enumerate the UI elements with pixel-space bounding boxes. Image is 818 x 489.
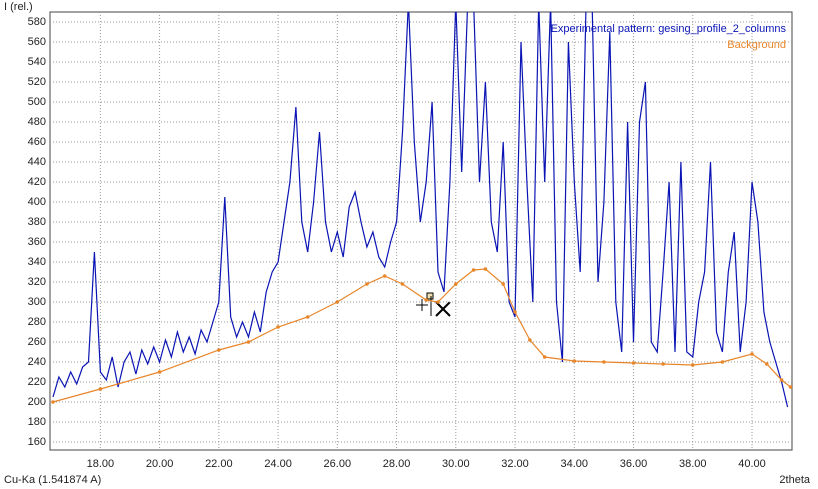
y-tick-label: 420 (28, 176, 46, 188)
x-tick-label: 28.00 (383, 458, 411, 470)
x-axis-label: 2theta (779, 474, 810, 486)
background-point (501, 282, 505, 286)
y-tick-label: 500 (28, 96, 46, 108)
background-point (750, 352, 754, 356)
y-tick-label: 580 (28, 16, 46, 28)
background-point (471, 268, 476, 272)
background-point (51, 400, 55, 404)
background-point (454, 282, 458, 286)
legend-entry: Experimental pattern: gesing_profile_2_c… (551, 23, 787, 35)
background-point (483, 267, 488, 271)
background-point (246, 340, 251, 344)
background-point (98, 387, 103, 391)
x-tick-label: 22.00 (205, 458, 233, 470)
plot-area (51, 12, 792, 408)
x-tick-label: 20.00 (146, 458, 174, 470)
x-tick-label: 26.00 (324, 458, 352, 470)
y-tick-label: 540 (28, 56, 46, 68)
plot-frame (49, 11, 793, 451)
background-point (661, 362, 665, 366)
background-point (157, 370, 162, 374)
series-line (52, 12, 789, 408)
background-point (365, 282, 369, 286)
y-tick-label: 280 (28, 316, 46, 328)
background-point (779, 378, 784, 382)
y-tick-label: 240 (28, 356, 46, 368)
x-tick-label: 30.00 (442, 458, 470, 470)
y-tick-label: 320 (28, 276, 46, 288)
background-point (382, 274, 387, 278)
background-point (217, 348, 221, 352)
cursor (416, 292, 451, 317)
y-tick-label: 160 (28, 436, 46, 448)
x-tick-label: 34.00 (561, 458, 589, 470)
background-point (400, 282, 405, 286)
y-tick-label: 520 (28, 76, 46, 88)
y-axis-label: I (rel.) (4, 1, 33, 13)
background-point (631, 361, 636, 365)
y-tick-label: 460 (28, 136, 46, 148)
background-point (436, 300, 440, 304)
x-tick-label: 38.00 (679, 458, 707, 470)
y-tick-label: 400 (28, 196, 46, 208)
y-tick-label: 560 (28, 36, 46, 48)
y-tick-label: 180 (28, 416, 46, 428)
background-point (276, 325, 280, 329)
y-tick-label: 260 (28, 336, 46, 348)
x-tick-label: 24.00 (264, 458, 292, 470)
y-tick-label: 220 (28, 376, 46, 388)
x-tick-label: 32.00 (501, 458, 529, 470)
background-point (765, 362, 769, 366)
background-point (690, 363, 695, 367)
background-point (335, 300, 340, 304)
y-tick-label: 360 (28, 236, 46, 248)
background-point (788, 385, 792, 389)
wavelength-label: Cu-Ka (1.541874 A) (4, 474, 101, 486)
background-point (602, 360, 606, 364)
y-tick-label: 200 (28, 396, 46, 408)
y-tick-label: 480 (28, 116, 46, 128)
background-point (542, 355, 547, 359)
x-tick-label: 40.00 (738, 458, 766, 470)
x-tick-label: 18.00 (87, 458, 115, 470)
x-tick-label: 36.00 (620, 458, 648, 470)
y-tick-label: 440 (28, 156, 46, 168)
background-point (572, 359, 577, 363)
y-tick-label: 340 (28, 256, 46, 268)
y-tick-label: 300 (28, 296, 46, 308)
background-point (424, 298, 428, 302)
background-point (305, 315, 310, 319)
background-point (513, 310, 517, 314)
background-point (528, 338, 532, 342)
y-tick-label: 380 (28, 216, 46, 228)
series-line (52, 268, 791, 403)
legend-entry: Background (727, 39, 786, 51)
background-point (720, 360, 725, 364)
